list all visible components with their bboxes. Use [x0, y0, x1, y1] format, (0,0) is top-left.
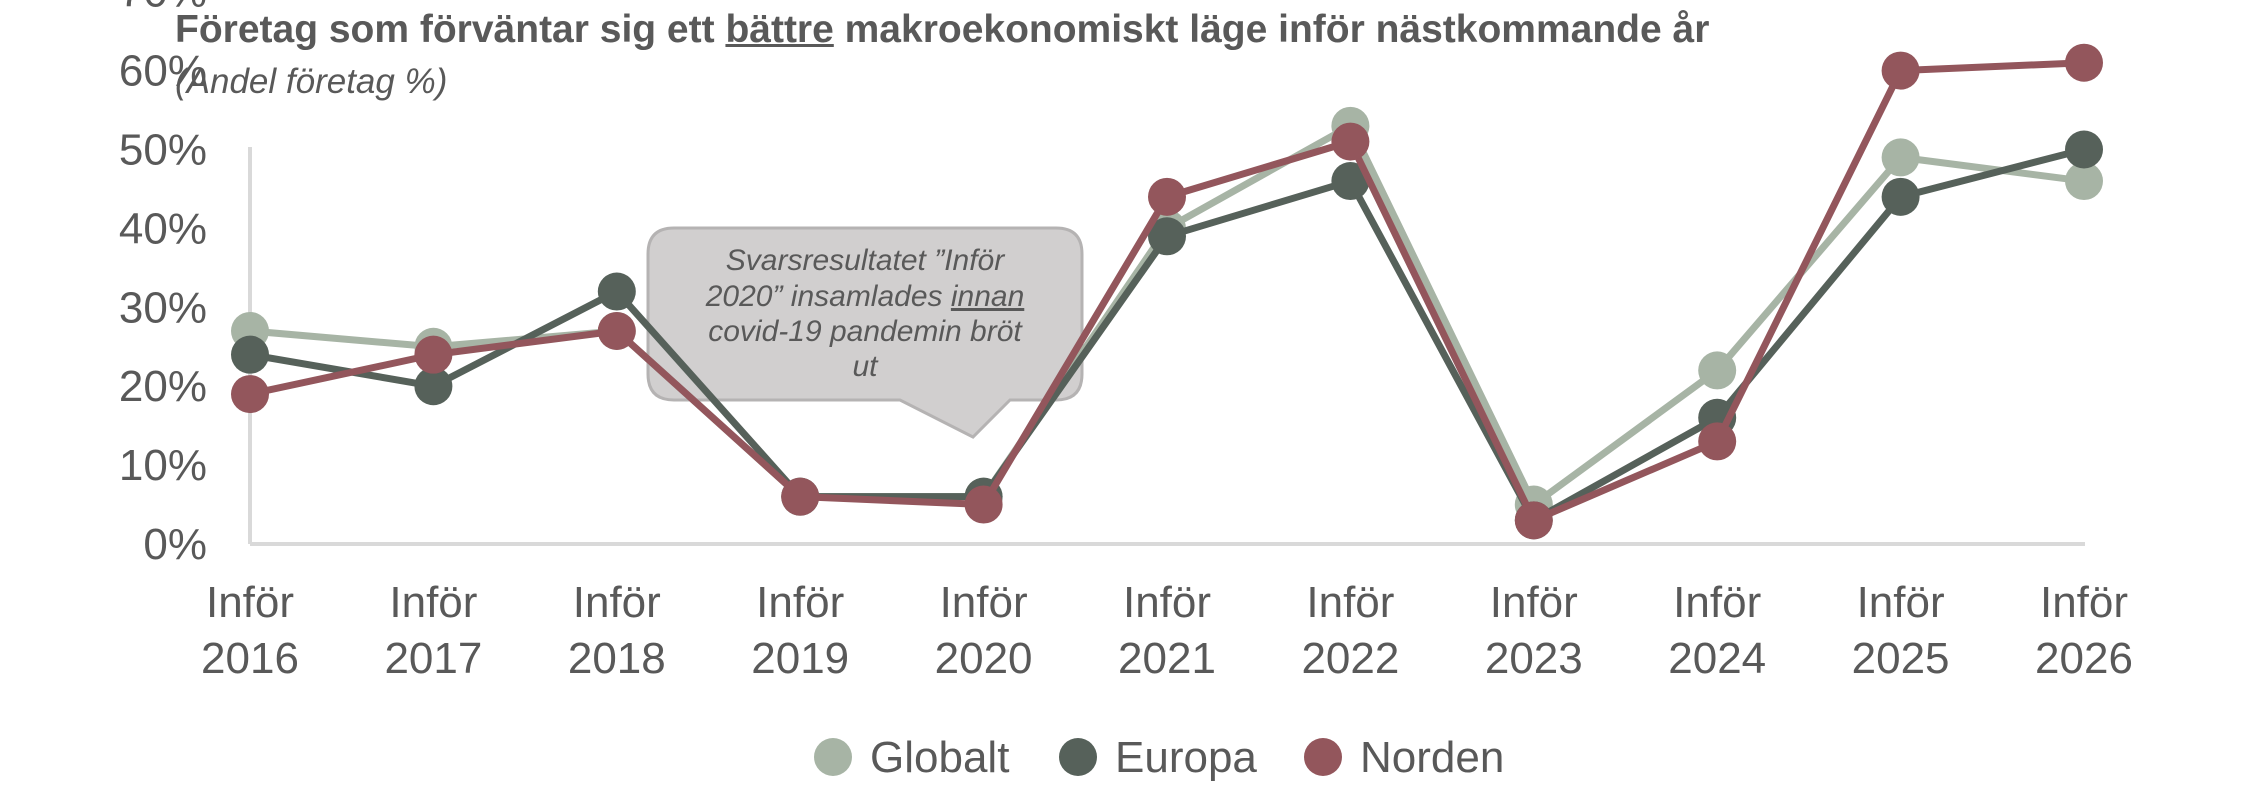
title-part-1: Företag som förväntar sig ett	[175, 8, 726, 51]
x-tick-label-line-1: Inför	[573, 578, 661, 627]
x-tick-label-line-2: 2023	[1485, 634, 1583, 683]
x-tick-label-line-1: Inför	[389, 578, 477, 627]
data-point	[2065, 43, 2103, 82]
y-tick-label: 10%	[119, 441, 207, 490]
data-point	[964, 485, 1003, 524]
data-point	[1881, 177, 1920, 216]
series-globalt	[231, 106, 2103, 524]
x-tick-label-line-1: Inför	[940, 578, 1028, 627]
x-tick-label-line-1: Inför	[1673, 578, 1761, 627]
data-point	[597, 272, 636, 311]
annotation-callout: Svarsresultatet ”Inför 2020” insamlades …	[646, 226, 1084, 439]
data-point	[2065, 162, 2103, 201]
x-tick-label-line-2: 2024	[1668, 634, 1766, 683]
x-tick-label: Inför 2016	[201, 578, 299, 683]
x-tick-label: Inför 2017	[384, 578, 482, 683]
x-tick-label: Inför 2026	[2035, 578, 2133, 683]
x-tick-label-line-1: Inför	[1490, 578, 1578, 627]
data-point	[1331, 162, 1370, 201]
y-tick-label: 40%	[119, 204, 207, 253]
x-tick-label: Inför 2018	[568, 578, 666, 683]
annotation-line-3: covid-19 pandemin bröt	[708, 315, 1023, 348]
data-point	[2065, 130, 2103, 169]
chart-subtitle: (Andel företag %)	[175, 62, 448, 101]
x-tick-label-line-2: 2018	[568, 634, 666, 683]
data-point	[1148, 217, 1186, 256]
legend-marker	[1059, 738, 1097, 776]
data-point	[597, 311, 636, 350]
annotation-bubble	[646, 226, 1084, 439]
x-tick-label-line-1: Inför	[2040, 578, 2128, 627]
data-point	[1881, 138, 1920, 177]
data-point	[414, 367, 453, 406]
x-tick-label-line-2: 2019	[751, 634, 849, 683]
data-point	[231, 375, 269, 414]
x-tick-label: Inför 2023	[1485, 578, 1583, 683]
legend-label: Globalt	[870, 733, 1009, 782]
series-layer	[231, 43, 2103, 540]
data-point	[1148, 177, 1186, 216]
x-tick-label: Inför 2020	[935, 578, 1033, 683]
legend-label: Norden	[1360, 733, 1504, 782]
y-tick-label: 20%	[119, 362, 207, 411]
y-tick-label: 0%	[143, 520, 207, 569]
x-tick-label-line-1: Inför	[1123, 578, 1211, 627]
annotation-line-1: Svarsresultatet ”Inför	[726, 244, 1005, 277]
data-point	[1698, 351, 1737, 390]
x-tick-label-line-1: Inför	[1857, 578, 1945, 627]
data-point	[1881, 51, 1920, 90]
x-tick-label-line-2: 2022	[1301, 634, 1399, 683]
x-tick-label: Inför 2024	[1668, 578, 1766, 683]
chart-title: Företag som förväntar sig ett bättre mak…	[175, 8, 1709, 52]
data-point	[1514, 501, 1553, 540]
legend-label: Europa	[1115, 733, 1257, 782]
x-tick-label-line-2: 2026	[2035, 634, 2133, 683]
x-tick-label: Inför 2021	[1118, 578, 1216, 683]
legend: Globalt Europa Norden	[814, 733, 1504, 782]
annotation-line-2: 2020” insamlades innan	[705, 280, 1025, 313]
data-point	[1698, 422, 1737, 461]
legend-marker	[1304, 738, 1342, 776]
annotation-line-4: ut	[852, 350, 879, 383]
data-point	[781, 477, 820, 516]
x-tick-label: Inför 2022	[1301, 578, 1399, 683]
data-point	[1331, 122, 1370, 161]
data-point	[231, 335, 269, 374]
title-underlined-word: bättre	[725, 8, 834, 51]
series-line	[249, 59, 2085, 524]
x-tick-label-line-2: 2017	[384, 634, 482, 683]
x-tick-label-line-2: 2016	[201, 634, 299, 683]
x-tick-label: Inför 2025	[1852, 578, 1950, 683]
y-tick-label: 60%	[119, 47, 207, 96]
y-tick-label: 70%	[119, 0, 207, 17]
series-norden	[231, 43, 2103, 540]
data-point	[414, 335, 453, 374]
legend-marker	[814, 738, 852, 776]
x-tick-label: Inför 2019	[751, 578, 849, 683]
x-tick-label-line-2: 2021	[1118, 634, 1216, 683]
x-tick-label-line-1: Inför	[1306, 578, 1394, 627]
y-tick-label: 50%	[119, 126, 207, 175]
y-tick-label: 30%	[119, 283, 207, 332]
annotation-line-2-text: 2020” insamlades	[705, 280, 951, 313]
x-tick-label-line-1: Inför	[756, 578, 844, 627]
annotation-underlined-word: innan	[951, 280, 1024, 313]
x-tick-label-line-1: Inför	[206, 578, 294, 627]
title-part-2: makroekonomiskt läge inför nästkommande …	[833, 8, 1710, 51]
x-tick-label-line-2: 2025	[1852, 634, 1950, 683]
x-tick-label-line-2: 2020	[935, 634, 1033, 683]
